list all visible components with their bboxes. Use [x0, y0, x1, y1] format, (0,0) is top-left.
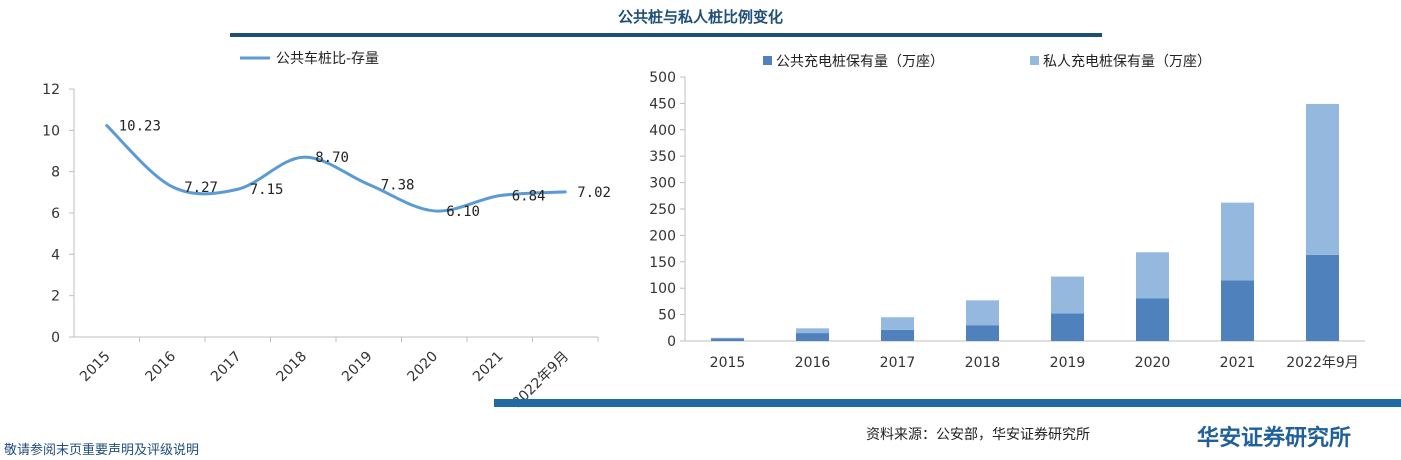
x-tick-label: 2017: [880, 355, 916, 371]
bar-public: [711, 338, 744, 341]
data-label: 7.15: [250, 182, 284, 198]
bar-public: [1221, 280, 1254, 341]
y-tick-label: 250: [649, 202, 676, 218]
y-tick-label: 12: [42, 82, 60, 98]
bar-private: [1051, 276, 1084, 314]
data-label: 8.70: [315, 150, 349, 166]
x-tick-label: 2016: [795, 355, 831, 371]
y-tick-label: 4: [51, 247, 60, 263]
footer-band: [494, 399, 1401, 407]
bar-public: [796, 333, 829, 341]
bar-private: [1221, 202, 1254, 281]
bar-private: [1136, 252, 1169, 299]
x-tick-label: 2021: [1220, 355, 1256, 371]
y-tick-label: 150: [649, 255, 676, 271]
x-tick-label: 2022年9月: [1286, 355, 1359, 371]
chart-title: 公共桩与私人桩比例变化: [617, 8, 783, 26]
bar-public: [1051, 313, 1084, 341]
disclaimer-text: 敬请参阅末页重要声明及评级说明: [4, 443, 200, 458]
y-tick-label: 6: [51, 206, 60, 222]
bar-private: [1306, 103, 1339, 255]
data-label: 10.23: [119, 119, 161, 135]
bar-private: [966, 300, 999, 326]
data-label: 7.38: [381, 177, 415, 193]
y-tick-label: 100: [649, 281, 676, 297]
y-tick-label: 8: [51, 165, 60, 181]
x-tick-label: 2018: [965, 355, 1001, 371]
bar-private: [711, 337, 744, 339]
bar-private: [881, 317, 914, 330]
y-tick-label: 50: [658, 308, 676, 324]
stacked-bar-chart: 0 50 100 150 200 250 300 350 400 450 500 2015 2016 20…: [649, 53, 1365, 371]
y-tick-label: 300: [649, 176, 676, 192]
data-label: 6.84: [512, 189, 546, 205]
x-tick-label: 2019: [1050, 355, 1086, 371]
legend-swatch: [1030, 56, 1039, 65]
legend-label: 公共车桩比-存量: [276, 50, 379, 67]
y-tick-label: 350: [649, 149, 676, 165]
bar-private: [796, 328, 829, 334]
data-label: 6.10: [446, 204, 480, 220]
bar-public: [1306, 254, 1339, 341]
series-line: [105, 124, 567, 213]
y-tick-label: 500: [649, 70, 676, 86]
x-tick-label: 2020: [1135, 355, 1171, 371]
y-tick-label: 200: [649, 228, 676, 244]
bar-public: [1136, 298, 1169, 341]
legend-label: 私人充电桩保有量（万座）: [1043, 53, 1211, 70]
x-tick-label: 2015: [710, 355, 746, 371]
legend-label: 公共充电桩保有量（万座）: [776, 53, 944, 70]
bar-public: [966, 325, 999, 341]
y-tick-label: 2: [51, 289, 60, 305]
source-note: 资料来源：公安部，华安证券研究所: [866, 427, 1090, 443]
y-tick-label: 400: [649, 123, 676, 139]
legend-swatch: [763, 56, 772, 65]
data-label: 7.27: [184, 180, 218, 196]
brand-logo-text: 华安证券研究所: [1197, 426, 1352, 451]
y-tick-label: 0: [667, 334, 676, 350]
title-underline: [230, 33, 1102, 37]
y-tick-label: 0: [51, 330, 60, 346]
data-label: 7.02: [577, 185, 611, 201]
y-tick-label: 450: [649, 96, 676, 112]
y-tick-label: 10: [42, 123, 60, 139]
bar-public: [881, 329, 914, 341]
